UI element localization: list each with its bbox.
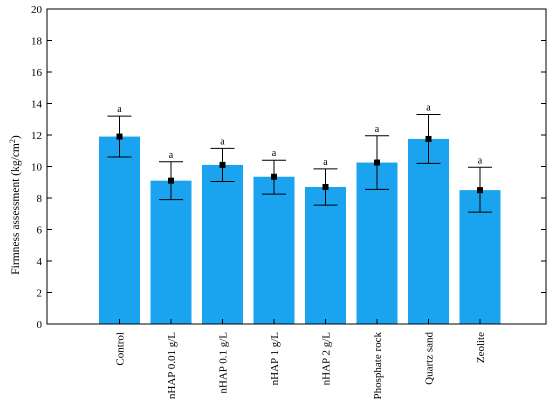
bar-6 bbox=[408, 138, 449, 324]
y-tick-label-9: 18 bbox=[31, 36, 43, 48]
mean-marker-6 bbox=[425, 135, 432, 142]
bar-3 bbox=[253, 176, 295, 324]
significance-label-7: a bbox=[478, 155, 483, 166]
bars-layer bbox=[99, 136, 501, 324]
bar-0 bbox=[99, 136, 140, 324]
y-tick-label-1: 2 bbox=[37, 288, 43, 300]
y-tick-label-10: 20 bbox=[31, 4, 43, 16]
significance-label-6: a bbox=[426, 103, 431, 114]
significance-label-4: a bbox=[323, 157, 328, 168]
category-label-4: nHAP 2 g/L bbox=[321, 332, 333, 386]
mean-marker-2 bbox=[219, 161, 226, 168]
mean-marker-4 bbox=[322, 183, 329, 190]
y-tick-label-2: 4 bbox=[37, 256, 43, 268]
category-label-6: Quartz sand bbox=[424, 332, 436, 385]
significance-label-5: a bbox=[375, 124, 380, 135]
bar-2 bbox=[202, 164, 243, 324]
mean-marker-7 bbox=[477, 187, 483, 194]
labels-layer: a Control a nHAP 0.01 g/L a nHAP 0.1 g/L a nHAP… bbox=[31, 4, 487, 400]
significance-label-2: a bbox=[220, 136, 225, 147]
y-tick-label-8: 16 bbox=[31, 67, 43, 79]
y-axis-title: Firmness assessment (kg/cm2) bbox=[8, 135, 22, 275]
y-tick-label-0: 0 bbox=[37, 319, 43, 331]
significance-label-3: a bbox=[272, 148, 277, 159]
category-label-7: Zeolite bbox=[475, 332, 487, 363]
y-tick-label-5: 10 bbox=[31, 162, 43, 174]
category-label-5: Phosphate rock bbox=[372, 332, 384, 400]
category-label-1: nHAP 0.01 g/L bbox=[166, 332, 178, 399]
y-tick-label-7: 14 bbox=[31, 99, 43, 111]
error-bars-layer bbox=[107, 114, 492, 213]
category-label-3: nHAP 1 g/L bbox=[269, 332, 281, 386]
category-label-0: Control bbox=[115, 332, 127, 366]
category-label-2: nHAP 0.1 g/L bbox=[218, 332, 230, 394]
bar-1 bbox=[150, 180, 192, 324]
y-tick-label-3: 6 bbox=[37, 225, 43, 237]
bar-4 bbox=[305, 186, 346, 324]
y-tick-label-4: 8 bbox=[37, 193, 43, 205]
y-tick-label-6: 12 bbox=[31, 130, 42, 142]
mean-marker-3 bbox=[271, 173, 277, 180]
mean-marker-0 bbox=[116, 133, 123, 140]
mean-marker-5 bbox=[374, 159, 380, 166]
significance-label-1: a bbox=[169, 150, 174, 161]
significance-label-0: a bbox=[117, 104, 122, 115]
mean-marker-1 bbox=[168, 177, 174, 184]
axes-layer bbox=[46, 8, 547, 325]
